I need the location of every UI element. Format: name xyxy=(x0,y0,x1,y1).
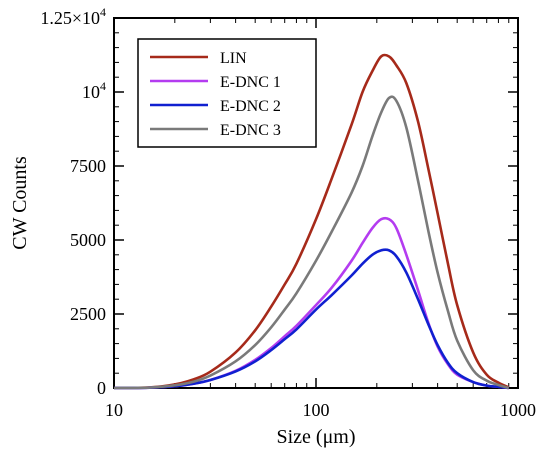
y-tick-label: 104 xyxy=(82,79,106,102)
series-line-3 xyxy=(113,248,509,390)
series-line-4 xyxy=(113,95,510,390)
y-tick-label: 7500 xyxy=(70,156,106,176)
y-tick-label: 2500 xyxy=(70,304,106,324)
legend-label: E-DNC 3 xyxy=(220,122,281,139)
y-tick-label: 5000 xyxy=(70,230,106,250)
x-tick-label: 1000 xyxy=(500,400,536,420)
x-tick-label: 100 xyxy=(303,400,330,420)
legend-label: E-DNC 2 xyxy=(220,98,281,115)
legend-label: LIN xyxy=(220,50,247,67)
x-tick-label: 10 xyxy=(105,400,123,420)
legend-label: E-DNC 1 xyxy=(220,74,281,91)
y-tick-label: 1.25×104 xyxy=(40,5,106,28)
y-tick-label: 0 xyxy=(97,378,106,398)
x-axis-title: Size (μm) xyxy=(276,426,355,448)
y-axis-title: CW Counts xyxy=(9,156,31,250)
series-line-2 xyxy=(113,216,509,390)
series-line-1 xyxy=(113,53,510,390)
